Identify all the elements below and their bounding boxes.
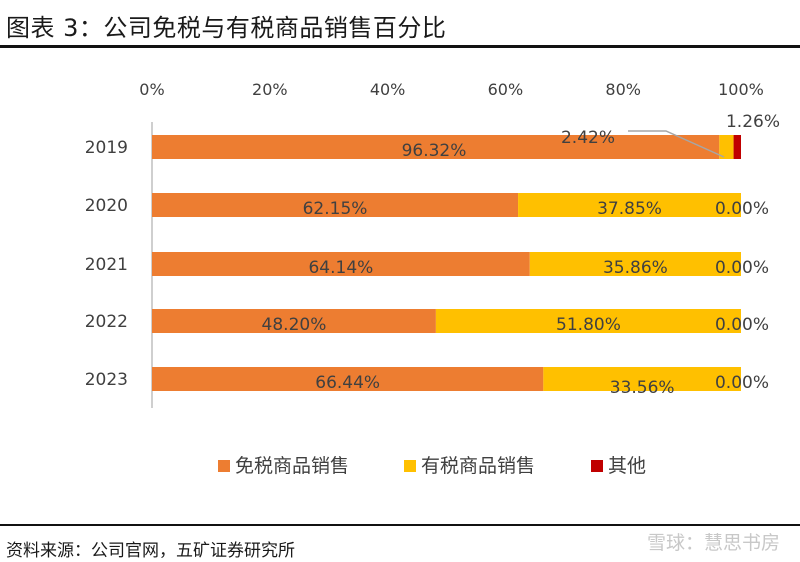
data-label: 33.56% xyxy=(610,378,675,398)
bar-segment xyxy=(733,135,741,159)
data-label: 64.14% xyxy=(308,258,373,278)
category-label: 2019 xyxy=(85,138,128,158)
bar-segment xyxy=(152,309,436,333)
stacked-bar-chart: 0% 20% 40% 60% 80% 100% 2019 2020 2021 2022 2023 96… xyxy=(85,80,780,477)
category-label: 2022 xyxy=(85,312,128,332)
category-label: 2023 xyxy=(85,370,128,390)
data-label: 62.15% xyxy=(303,199,368,219)
bar-segment xyxy=(152,135,720,159)
data-label: 0.00% xyxy=(715,315,769,335)
category-label: 2020 xyxy=(85,196,128,216)
chart-title: 图表 3：公司免税与有税商品销售百分比 xyxy=(6,14,447,42)
legend-label: 其他 xyxy=(608,455,646,477)
bar-segment xyxy=(152,193,519,217)
watermark: 雪球：慧思书房 xyxy=(646,532,780,554)
footer-divider xyxy=(0,524,800,526)
source-note: 资料来源：公司官网，五矿证券研究所 xyxy=(6,541,295,561)
leader-line xyxy=(628,130,725,158)
data-label: 1.26% xyxy=(726,112,780,132)
legend-swatch xyxy=(591,460,603,472)
category-label: 2021 xyxy=(85,255,128,275)
data-label: 96.32% xyxy=(402,141,467,161)
data-label: 48.20% xyxy=(262,315,327,335)
bar-segment xyxy=(543,367,741,391)
data-label: 2.42% xyxy=(561,128,615,148)
data-label: 0.00% xyxy=(715,258,769,278)
bar-segment xyxy=(518,193,741,217)
bar-segment xyxy=(152,367,544,391)
data-label: 35.86% xyxy=(603,258,668,278)
legend-swatch xyxy=(404,460,416,472)
data-label: 0.00% xyxy=(715,373,769,393)
bar-segment xyxy=(435,309,741,333)
x-tick-label: 100% xyxy=(718,80,764,99)
x-tick-label: 40% xyxy=(370,80,406,99)
legend-label: 免税商品销售 xyxy=(235,455,349,477)
data-label: 66.44% xyxy=(315,373,380,393)
bar-segment xyxy=(152,252,530,276)
data-label: 0.00% xyxy=(715,199,769,219)
data-label: 51.80% xyxy=(556,315,621,335)
legend-swatch xyxy=(218,460,230,472)
bar-segment xyxy=(529,252,741,276)
legend-label: 有税商品销售 xyxy=(421,455,535,477)
x-tick-label: 20% xyxy=(252,80,288,99)
title-divider xyxy=(0,45,800,48)
bar-segment xyxy=(719,135,734,159)
x-tick-label: 60% xyxy=(488,80,524,99)
data-label: 37.85% xyxy=(597,199,662,219)
x-tick-label: 0% xyxy=(139,80,164,99)
x-tick-label: 80% xyxy=(605,80,641,99)
